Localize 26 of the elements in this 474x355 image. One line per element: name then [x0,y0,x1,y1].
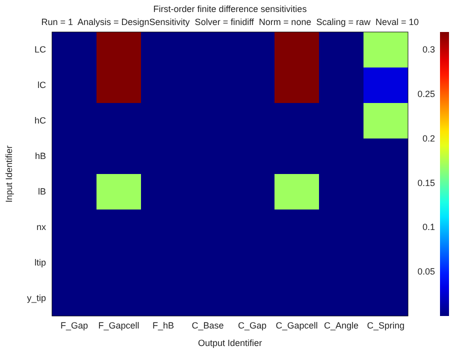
x-tick-label: C_Base [192,320,224,330]
x-tick-label: C_Gapcell [276,320,318,330]
x-tick-label: F_Gapcell [98,320,140,330]
y-tick-label: nx [36,222,46,232]
y-tick-label: LC [34,44,46,55]
y-tick-label: ltip [34,258,46,268]
color-bar-label: 0.3 [422,44,435,55]
color-bar-label: 0.15 [417,178,435,188]
chart-title: First-order finite difference sensitivities [153,4,308,14]
x-tick-label: F_Gap [60,320,88,330]
x-tick-label: C_Angle [324,320,359,330]
y-tick-label: lC [38,80,46,90]
color-bar-label: 0.2 [422,133,435,144]
color-bar-label: 0.25 [417,89,435,100]
y-tick-label: y_tip [26,293,46,304]
y-tick-label: hB [34,151,46,162]
chart-subtitle: Run = 1 Analysis = DesignSensitivity Solver = finidiff Norm = none Scaling = raw Neval = 10 [41,17,419,27]
y-tick-label: hC [34,116,46,126]
color-bar-label: 0.1 [422,222,435,232]
x-tick-label: C_Spring [366,320,405,330]
x-axis-title: Output Identifier [198,338,262,348]
x-tick-label: F_hB [152,320,174,330]
x-tick-label: C_Gap [238,320,267,330]
y-tick-label: lB [38,186,46,197]
y-axis-title: Input Identifier [4,145,14,203]
color-bar-label: 0.05 [417,266,435,277]
